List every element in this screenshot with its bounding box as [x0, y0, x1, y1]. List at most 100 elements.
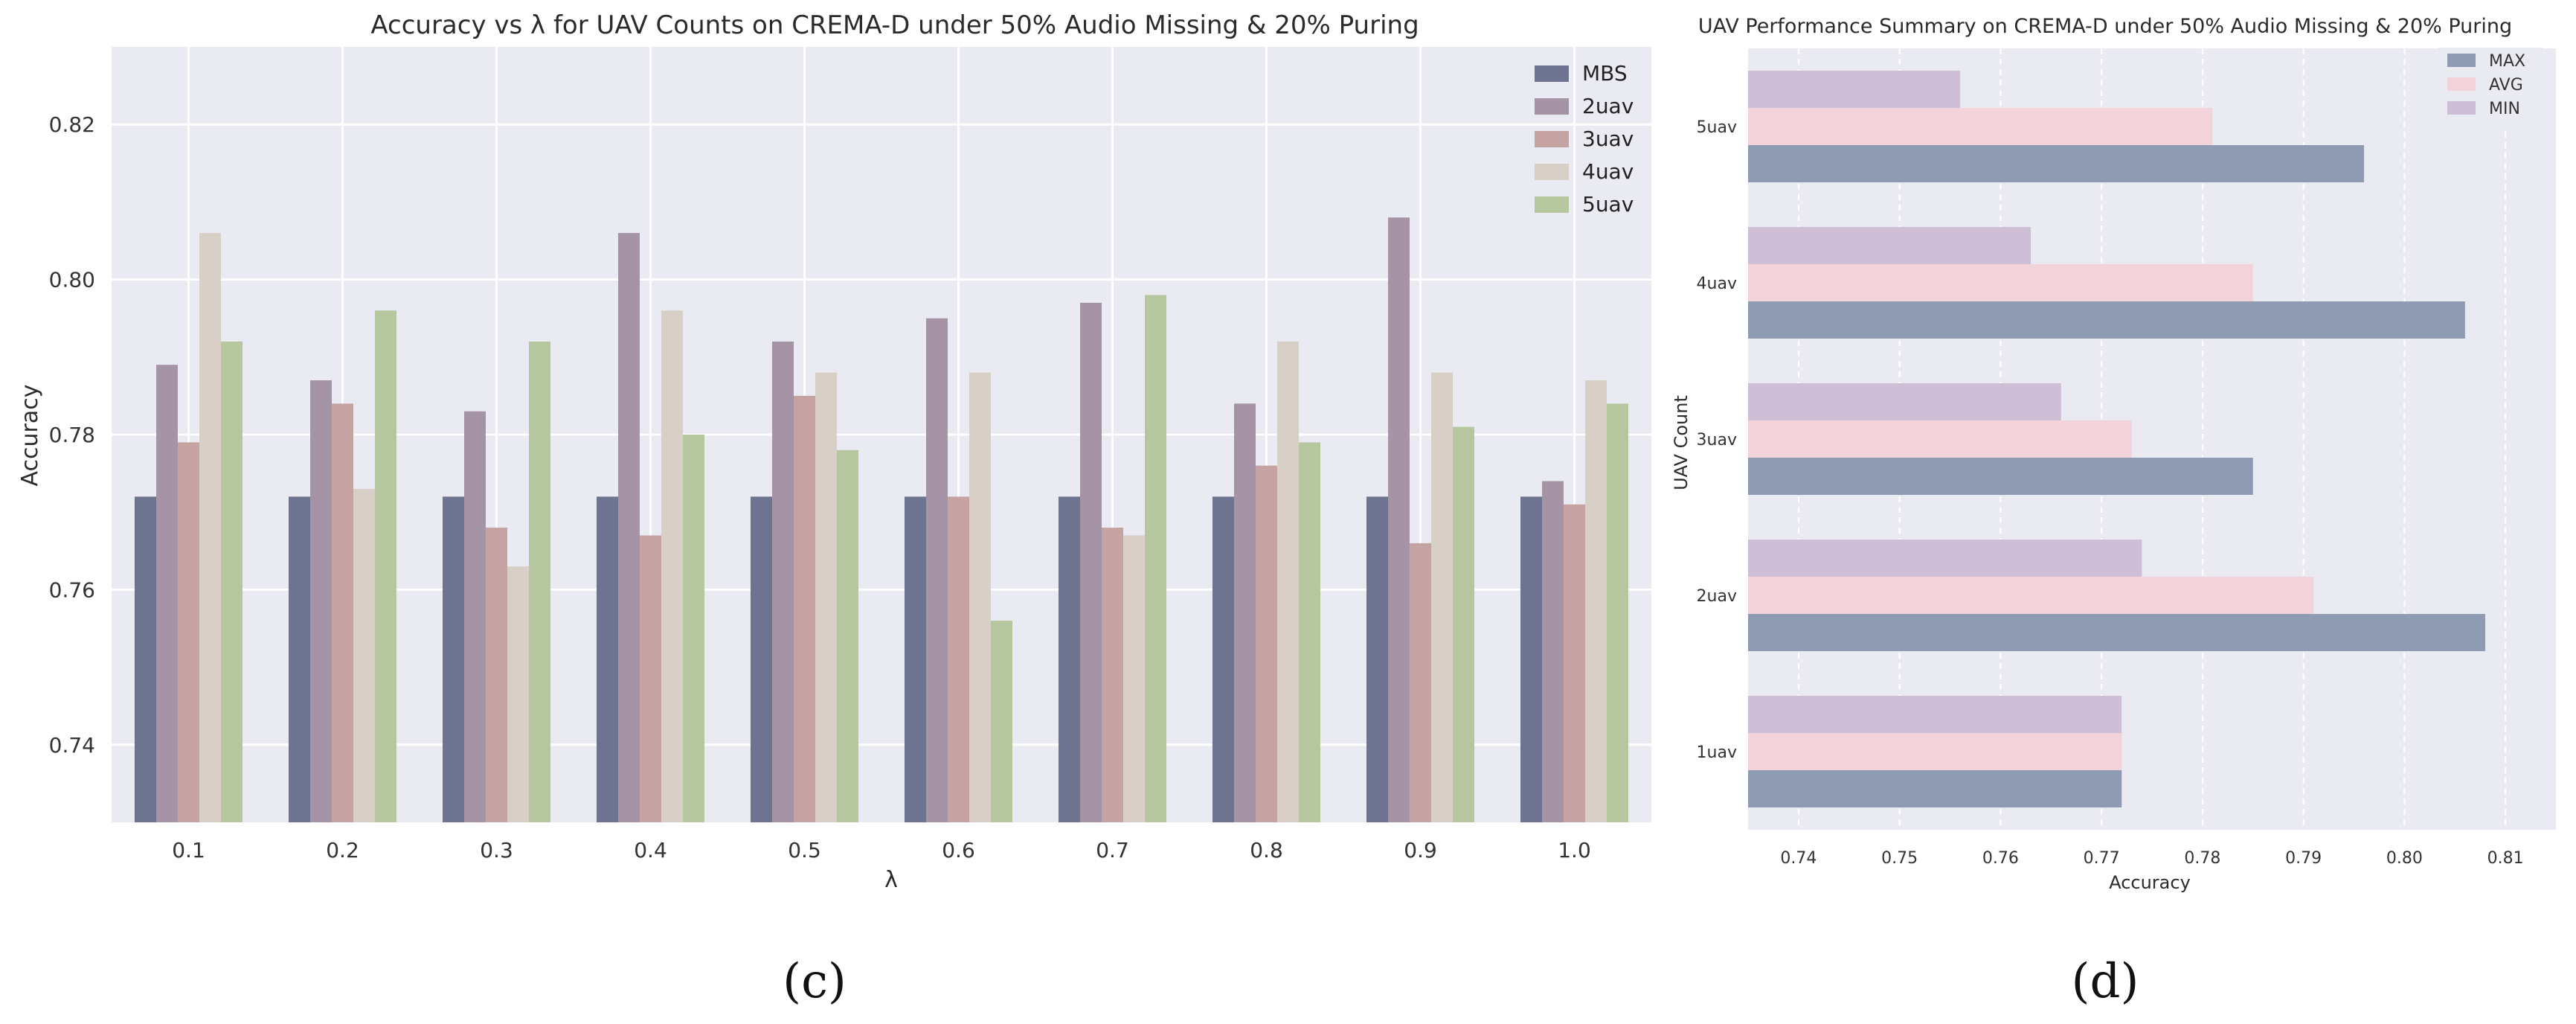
chart-c-bar-mbs: [1520, 496, 1542, 822]
chart-c-x-tick-label: 0.7: [1096, 838, 1129, 863]
chart-c-bar-5uav: [375, 310, 396, 822]
chart-d-x-ticks: 0.74 0.75 0.76 0.77 0.78 0.79 0.80 0.81: [1780, 849, 2523, 868]
chart-c-bar-2uav: [926, 318, 948, 822]
chart-d-y-axis-label: UAV Count: [1671, 395, 1692, 490]
chart-c-legend-label: 2uav: [1582, 94, 1634, 118]
chart-c-y-tick-label: 0.80: [49, 268, 95, 292]
chart-d-bar-max: [1748, 301, 2465, 339]
chart-d-x-tick-label: 0.77: [2084, 849, 2120, 868]
chart-c-legend-swatch: [1535, 65, 1569, 82]
chart-c-legend-label: 3uav: [1582, 127, 1634, 151]
chart-c-bar-2uav: [156, 365, 178, 823]
chart-c-legend-swatch: [1535, 131, 1569, 147]
chart-c-x-ticks: 0.1 0.2 0.3 0.4 0.5 0.6 0.7 0.8 0.9 1.0: [172, 838, 1591, 863]
chart-c-bar-5uav: [221, 341, 242, 823]
chart-d-legend-swatch: [2447, 77, 2476, 91]
chart-c-bar-4uav: [661, 310, 683, 822]
chart-d-legend-label: AVG: [2489, 76, 2523, 95]
chart-c-bar-3uav: [640, 535, 661, 822]
chart-c-legend-label: 5uav: [1582, 192, 1634, 217]
chart-d-legend: MAX AVG MIN: [2438, 48, 2543, 129]
chart-c-x-tick-label: 0.2: [326, 838, 359, 863]
chart-d-y-tick-label: 1uav: [1697, 743, 1737, 762]
chart-d-legend-swatch: [2447, 54, 2476, 67]
chart-c-bar-5uav: [1299, 442, 1320, 822]
chart-d-x-tick-label: 0.75: [1881, 849, 1918, 868]
chart-c-y-tick-label: 0.76: [49, 577, 95, 602]
chart-c-x-axis-label: λ: [884, 867, 898, 893]
chart-c-title: Accuracy vs λ for UAV Counts on CREMA-D …: [370, 10, 1419, 40]
chart-c-bar-mbs: [597, 496, 618, 822]
chart-d-bar-avg: [1748, 108, 2213, 145]
chart-d-x-tick-label: 0.74: [1780, 849, 1817, 868]
chart-d-x-tick-label: 0.80: [2386, 849, 2423, 868]
chart-c-legend: MBS 2uav 3uav 4uav 5uav: [1535, 61, 1634, 217]
chart-d-y-tick-label: 4uav: [1697, 275, 1737, 293]
chart-d-legend-swatch: [2447, 101, 2476, 115]
chart-c-x-tick-label: 0.9: [1404, 838, 1437, 863]
chart-d-bar-avg: [1748, 420, 2132, 458]
chart-c-legend-label: MBS: [1582, 61, 1628, 86]
chart-c-bar-4uav: [815, 372, 837, 822]
chart-d-x-tick-label: 0.78: [2184, 849, 2220, 868]
chart-c-bar-3uav: [1256, 465, 1277, 822]
chart-d-bar-min: [1748, 71, 1961, 108]
chart-c-bar-4uav: [199, 233, 221, 823]
chart-d-bar-min: [1748, 227, 2031, 264]
panel-label-c: (c): [783, 954, 847, 1009]
chart-c-bar-4uav: [969, 372, 991, 822]
chart-d-legend-label: MAX: [2489, 52, 2525, 71]
chart-d-x-tick-label: 0.76: [1982, 849, 2019, 868]
chart-c-x-tick-label: 0.6: [942, 838, 975, 863]
chart-c-x-tick-label: 0.5: [788, 838, 821, 863]
chart-c-bar-5uav: [1453, 426, 1474, 822]
chart-d-bar-max: [1748, 770, 2122, 807]
chart-c-bar-3uav: [486, 528, 507, 822]
chart-c-bar-mbs: [289, 496, 310, 822]
chart-c-bar-3uav: [332, 403, 353, 822]
chart-c-bar-mbs: [905, 496, 926, 822]
chart-c-bar-mbs: [1212, 496, 1234, 822]
uav-performance-summary-chart: UAV Performance Summary on CREMA-D under…: [1671, 15, 2556, 1009]
chart-c-bar-5uav: [991, 621, 1012, 822]
chart-c-bar-5uav: [683, 435, 704, 822]
chart-d-title: UAV Performance Summary on CREMA-D under…: [1698, 15, 2512, 38]
chart-c-bar-4uav: [1585, 380, 1607, 822]
chart-c-bar-2uav: [310, 380, 332, 822]
chart-c-bar-5uav: [1145, 295, 1166, 822]
chart-c-bar-2uav: [1080, 302, 1102, 822]
chart-c-bar-3uav: [948, 496, 969, 822]
chart-d-bar-avg: [1748, 577, 2314, 614]
chart-d-x-tick-label: 0.81: [2487, 849, 2524, 868]
chart-d-bar-max: [1748, 458, 2253, 495]
chart-c-legend-swatch: [1535, 98, 1569, 115]
chart-c-legend-swatch: [1535, 196, 1569, 213]
chart-d-y-tick-label: 5uav: [1697, 118, 1737, 137]
chart-c-bar-2uav: [1234, 403, 1256, 822]
chart-c-y-tick-label: 0.74: [49, 733, 95, 758]
chart-c-bar-2uav: [464, 411, 486, 822]
chart-c-x-tick-label: 0.1: [172, 838, 205, 863]
chart-c-bar-5uav: [1607, 403, 1628, 822]
chart-c-bar-3uav: [1102, 528, 1123, 822]
chart-c-bar-mbs: [751, 496, 772, 822]
chart-c-x-tick-label: 0.3: [480, 838, 513, 863]
chart-c-bar-2uav: [1542, 481, 1564, 822]
chart-c-bar-3uav: [178, 442, 199, 822]
chart-c-x-tick-label: 0.4: [634, 838, 667, 863]
chart-d-bar-max: [1748, 145, 2365, 182]
chart-c-bar-mbs: [135, 496, 156, 822]
chart-c-bar-3uav: [1410, 543, 1431, 822]
chart-c-bar-2uav: [1388, 217, 1410, 822]
chart-c-x-tick-label: 1.0: [1558, 838, 1591, 863]
chart-d-bar-avg: [1748, 733, 2122, 770]
chart-c-legend-swatch: [1535, 164, 1569, 180]
chart-c-bar-3uav: [1564, 504, 1585, 822]
chart-c-bar-5uav: [837, 449, 858, 822]
chart-c-y-tick-label: 0.82: [49, 112, 95, 137]
chart-c-bar-4uav: [1277, 341, 1299, 823]
chart-d-bar-min: [1748, 540, 2142, 577]
chart-c-bar-3uav: [794, 395, 815, 822]
chart-c-bar-4uav: [353, 488, 375, 822]
